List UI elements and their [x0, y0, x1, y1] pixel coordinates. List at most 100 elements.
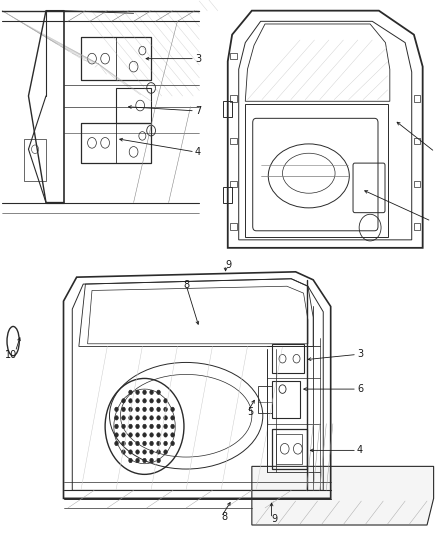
Polygon shape — [252, 466, 434, 525]
Circle shape — [157, 458, 160, 463]
Bar — [81, 123, 116, 163]
Circle shape — [150, 399, 153, 403]
Text: 8: 8 — [221, 512, 227, 522]
Circle shape — [157, 433, 160, 437]
Circle shape — [150, 458, 153, 463]
Circle shape — [143, 458, 146, 463]
Circle shape — [157, 407, 160, 411]
Circle shape — [164, 407, 167, 411]
Circle shape — [143, 424, 146, 429]
Circle shape — [122, 424, 125, 429]
Bar — [223, 101, 232, 117]
Circle shape — [164, 433, 167, 437]
Bar — [230, 138, 237, 144]
Circle shape — [129, 416, 132, 420]
Circle shape — [164, 441, 167, 446]
Circle shape — [136, 399, 139, 403]
Circle shape — [171, 424, 174, 429]
Bar — [414, 95, 420, 102]
Circle shape — [129, 441, 132, 446]
Text: 4: 4 — [357, 446, 363, 455]
Circle shape — [143, 433, 146, 437]
Circle shape — [171, 441, 174, 446]
Circle shape — [150, 433, 153, 437]
Circle shape — [136, 450, 139, 454]
Circle shape — [122, 416, 125, 420]
Text: 3: 3 — [357, 350, 363, 359]
Bar — [230, 223, 237, 230]
Circle shape — [129, 433, 132, 437]
Circle shape — [122, 399, 125, 403]
Circle shape — [136, 424, 139, 429]
Circle shape — [164, 424, 167, 429]
Circle shape — [129, 399, 132, 403]
Circle shape — [150, 441, 153, 446]
Bar — [272, 344, 304, 373]
Circle shape — [115, 416, 118, 420]
Circle shape — [143, 407, 146, 411]
Circle shape — [150, 450, 153, 454]
Text: 5: 5 — [247, 407, 254, 417]
Circle shape — [143, 416, 146, 420]
Circle shape — [171, 416, 174, 420]
Bar — [81, 123, 151, 163]
Bar — [223, 187, 232, 203]
Circle shape — [122, 450, 125, 454]
Text: 9: 9 — [272, 514, 278, 523]
Text: 4: 4 — [195, 147, 201, 157]
Text: 7: 7 — [195, 106, 201, 116]
Circle shape — [157, 424, 160, 429]
Circle shape — [136, 390, 139, 394]
Bar — [230, 53, 237, 59]
Bar — [272, 429, 307, 469]
Circle shape — [129, 458, 132, 463]
Circle shape — [171, 433, 174, 437]
Bar — [116, 88, 151, 123]
Circle shape — [143, 390, 146, 394]
Bar — [272, 381, 300, 418]
Text: 3: 3 — [195, 54, 201, 63]
Circle shape — [157, 441, 160, 446]
Circle shape — [136, 416, 139, 420]
Circle shape — [129, 450, 132, 454]
Text: 6: 6 — [357, 384, 363, 394]
Circle shape — [150, 407, 153, 411]
Circle shape — [122, 433, 125, 437]
Bar — [414, 138, 420, 144]
Circle shape — [164, 416, 167, 420]
Circle shape — [164, 450, 167, 454]
Circle shape — [150, 390, 153, 394]
Bar — [258, 386, 272, 413]
Bar — [81, 37, 151, 80]
Bar — [276, 434, 302, 464]
Circle shape — [136, 441, 139, 446]
Text: 8: 8 — [183, 280, 189, 290]
Circle shape — [122, 407, 125, 411]
Circle shape — [115, 433, 118, 437]
Circle shape — [171, 407, 174, 411]
Bar — [81, 37, 116, 80]
Circle shape — [143, 450, 146, 454]
Circle shape — [150, 424, 153, 429]
Circle shape — [115, 441, 118, 446]
Circle shape — [143, 399, 146, 403]
Circle shape — [143, 441, 146, 446]
Bar — [230, 181, 237, 187]
Circle shape — [136, 407, 139, 411]
Text: 10: 10 — [5, 350, 18, 360]
Circle shape — [115, 424, 118, 429]
Text: 9: 9 — [226, 260, 232, 270]
Circle shape — [129, 407, 132, 411]
Bar — [24, 139, 46, 181]
Circle shape — [157, 450, 160, 454]
Circle shape — [136, 433, 139, 437]
Bar — [230, 95, 237, 102]
Circle shape — [157, 390, 160, 394]
Circle shape — [150, 416, 153, 420]
Bar — [414, 223, 420, 230]
Circle shape — [122, 441, 125, 446]
Circle shape — [129, 424, 132, 429]
Circle shape — [129, 390, 132, 394]
Circle shape — [164, 399, 167, 403]
Circle shape — [157, 416, 160, 420]
